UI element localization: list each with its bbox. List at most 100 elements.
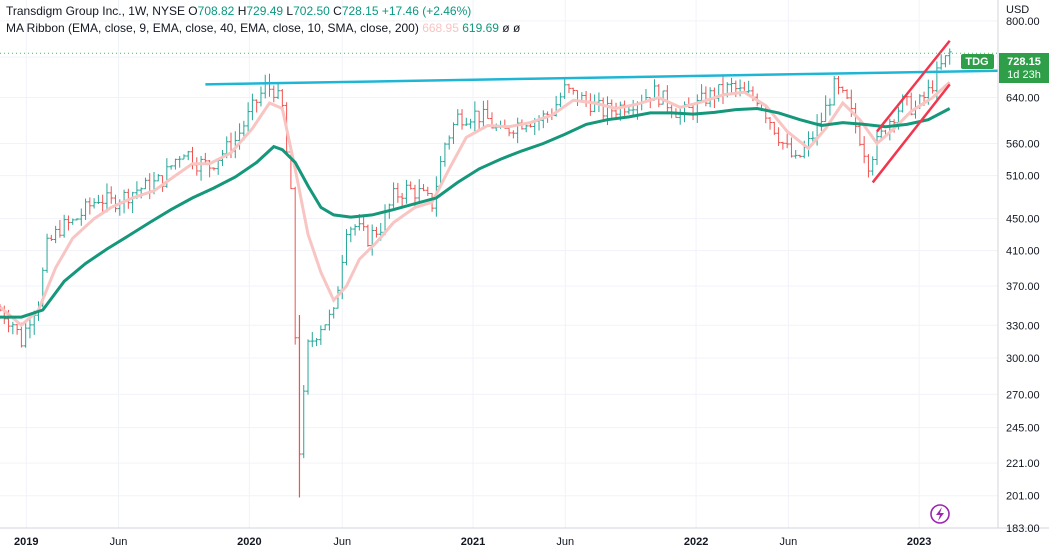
time-tick-label: Jun xyxy=(110,536,128,548)
low-label: L xyxy=(286,4,294,18)
ohlc-bar xyxy=(62,214,67,238)
ohlc-bar xyxy=(267,73,272,97)
ohlc-bar xyxy=(374,226,379,238)
ohlc-bar xyxy=(408,181,413,190)
ohlc-bar xyxy=(15,323,20,335)
horizontal-trendline[interactable] xyxy=(205,69,999,86)
ohlc-bar xyxy=(87,197,92,215)
ohlc-bar xyxy=(832,76,837,106)
ohlc-bar xyxy=(845,89,850,100)
ohlc-bar xyxy=(879,127,884,140)
ohlc-bar xyxy=(661,90,666,105)
ohlc-bar xyxy=(104,183,109,213)
ohlc-bar xyxy=(746,80,751,93)
ohlc-bar xyxy=(348,226,353,243)
ohlc-bar xyxy=(258,86,263,107)
ohlc-bar xyxy=(511,130,516,139)
ema-fast-line xyxy=(0,81,951,328)
ohlc-bar xyxy=(943,55,948,68)
ohlc-bar xyxy=(708,87,713,108)
ohlc-bar xyxy=(417,179,422,203)
price-tick-label: 510.00 xyxy=(1006,171,1040,183)
ohlc-bar xyxy=(729,77,734,93)
ohlc-bar xyxy=(254,99,259,113)
ohlc-bar xyxy=(156,173,161,182)
ohlc-bar xyxy=(870,156,875,176)
price-tick-label: 800.00 xyxy=(1006,16,1040,28)
ohlc-bar xyxy=(365,224,370,247)
ohlc-bar xyxy=(75,218,80,221)
ohlc-bar xyxy=(271,85,276,103)
ohlc-bar xyxy=(537,115,542,131)
ema-slow-line xyxy=(0,106,951,319)
ohlc-bar xyxy=(57,220,62,238)
ohlc-bar xyxy=(186,150,191,161)
ohlc-bar xyxy=(588,93,593,116)
ema-fast-value: 668.95 xyxy=(422,21,459,35)
lightning-icon[interactable] xyxy=(930,504,950,524)
ohlc-bar xyxy=(177,156,182,168)
ohlc-bar xyxy=(930,80,935,94)
price-tick-label: 370.00 xyxy=(1006,281,1040,293)
price-tick-label: 410.00 xyxy=(1006,246,1040,258)
ohlc-bar xyxy=(92,198,97,209)
ma-value-3: ø xyxy=(502,21,510,35)
ohlc-bar xyxy=(100,194,105,213)
ohlc-bar xyxy=(601,97,606,120)
price-tick-label: 640.00 xyxy=(1006,93,1040,105)
ohlc-bar xyxy=(211,167,216,171)
ohlc-bar xyxy=(83,198,88,220)
ohlc-bar xyxy=(515,117,520,144)
ohlc-bar xyxy=(143,177,148,190)
symbol-tag-label: TDG xyxy=(965,56,988,68)
ohlc-bar xyxy=(331,307,336,319)
ohlc-bar xyxy=(481,100,486,130)
time-tick-label: 2021 xyxy=(461,536,485,548)
ohlc-bar xyxy=(797,154,802,158)
ohlc-bar xyxy=(699,84,704,103)
ohlc-bar xyxy=(391,182,396,209)
channel-lower-line[interactable] xyxy=(871,83,951,184)
ohlc-bar xyxy=(562,77,567,99)
price-axis[interactable]: 800.00720.00640.00560.00510.00450.00410.… xyxy=(1006,16,1040,535)
ohlc-bar xyxy=(404,179,409,204)
ohlc-bar xyxy=(472,101,477,132)
ohlc-bar xyxy=(66,215,71,231)
channel-upper-line[interactable] xyxy=(876,39,951,133)
ohlc-bar xyxy=(49,234,54,242)
ohlc-bar xyxy=(216,159,221,175)
ohlc-bar xyxy=(785,133,790,149)
ohlc-bar xyxy=(199,155,204,181)
ma-value-4: ø xyxy=(512,21,521,35)
ohlc-bar xyxy=(280,88,285,108)
ohlc-bar xyxy=(691,104,696,121)
price-tick-label: 201.00 xyxy=(1006,491,1040,503)
indicator-legend: MA Ribbon (EMA, close, 9, EMA, close, 40… xyxy=(6,21,520,35)
ohlc-bar xyxy=(772,121,777,135)
ohlc-bar xyxy=(827,98,832,116)
ohlc-bar xyxy=(113,194,118,213)
ohlc-bar xyxy=(477,110,482,131)
price-tick-label: 245.00 xyxy=(1006,423,1040,435)
ohlc-bar xyxy=(276,83,281,99)
ohlc-bar xyxy=(70,218,75,225)
price-tick-label: 270.00 xyxy=(1006,389,1040,401)
ohlc-bar xyxy=(584,90,589,107)
ohlc-bar xyxy=(819,112,824,131)
ohlc-bar xyxy=(485,100,490,120)
ohlc-bar xyxy=(716,84,721,102)
ohlc-bar xyxy=(344,229,349,266)
ohlc-bar xyxy=(425,186,430,197)
ohlc-bar xyxy=(361,215,366,232)
ohlc-bar xyxy=(460,109,465,130)
time-axis[interactable]: 2019 Jun 2020 Jun 2021 Jun 2022 Jun 2023 xyxy=(14,536,931,548)
ohlc-bar xyxy=(246,102,251,132)
currency-label: USD xyxy=(1006,4,1029,16)
ohlc-bar xyxy=(853,103,858,134)
time-tick-label: Jun xyxy=(333,536,351,548)
ohlc-bar xyxy=(609,99,614,120)
ohlc-bar xyxy=(656,84,661,108)
time-tick-label: Jun xyxy=(556,536,574,548)
ohlc-bar xyxy=(780,141,785,150)
